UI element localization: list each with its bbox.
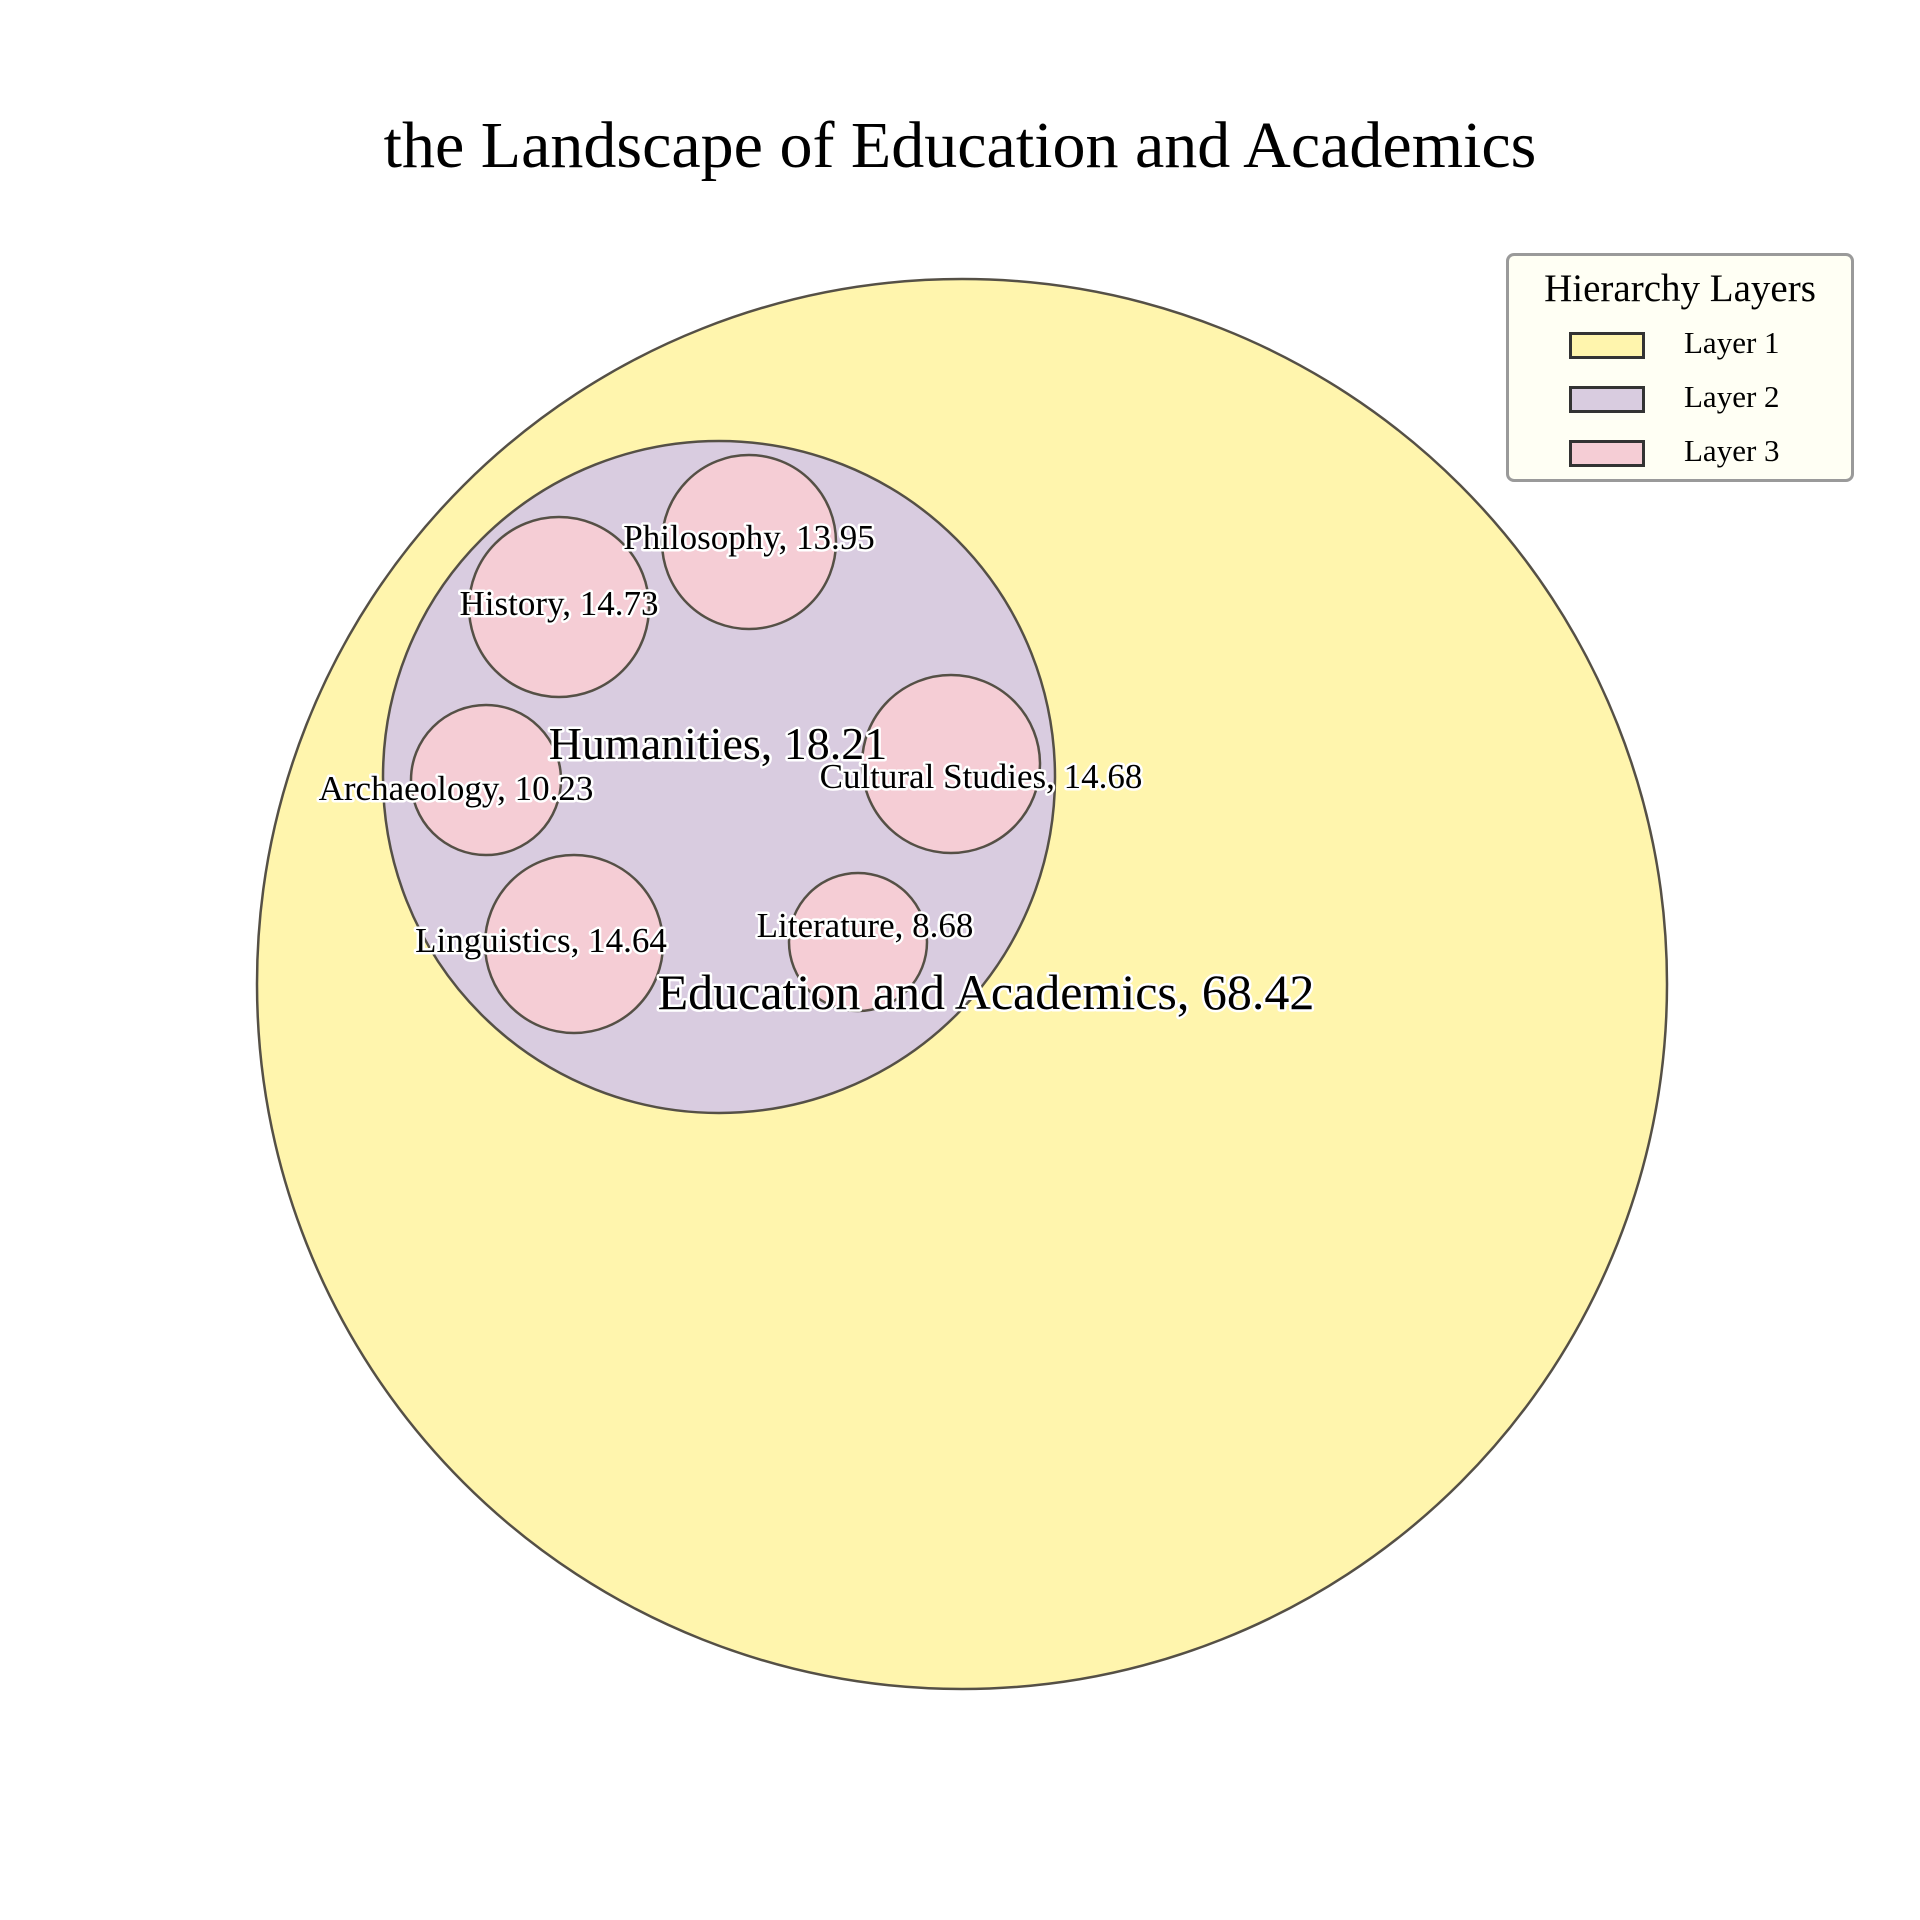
label-history: History, 14.73 [460,584,659,623]
legend-label-layer-1: Layer 1 [1684,325,1780,360]
circle-cultural-studies [860,673,1042,855]
legend-swatch-layer-2 [1569,386,1645,413]
labels-layer: Philosophy, 13.95 History, 14.73 Archaeolo… [316,516,1317,1023]
label-cultural-studies: Cultural Studies, 14.68 [820,757,1143,796]
legend-label-layer-2: Layer 2 [1684,379,1780,414]
legend: Hierarchy Layers Layer 1 Layer 2 Layer 3 [1506,253,1854,482]
label-linguistics: Linguistics, 14.64 [415,921,667,960]
label-philosophy: Philosophy, 13.95 [623,518,875,557]
circle-literature [787,871,929,1013]
label-archaeology: Archaeology, 10.23 [319,769,594,808]
circle-linguistics [483,853,665,1035]
legend-label-layer-3: Layer 3 [1684,433,1780,468]
circle-archaeology [409,703,563,857]
circles-layer [255,277,1669,1691]
chart-title: the Landscape of Education and Academics [383,109,1537,182]
circle-history [467,515,651,699]
legend-title: Hierarchy Layers [1544,267,1816,310]
circle-philosophy [660,453,838,631]
legend-swatch-layer-1 [1569,332,1645,359]
label-education-and-academics: Education and Academics, 68.42 [658,964,1315,1020]
label-humanities: Humanities, 18.21 [549,718,888,769]
label-literature: Literature, 8.68 [757,906,974,945]
legend-swatch-layer-3 [1569,440,1645,467]
